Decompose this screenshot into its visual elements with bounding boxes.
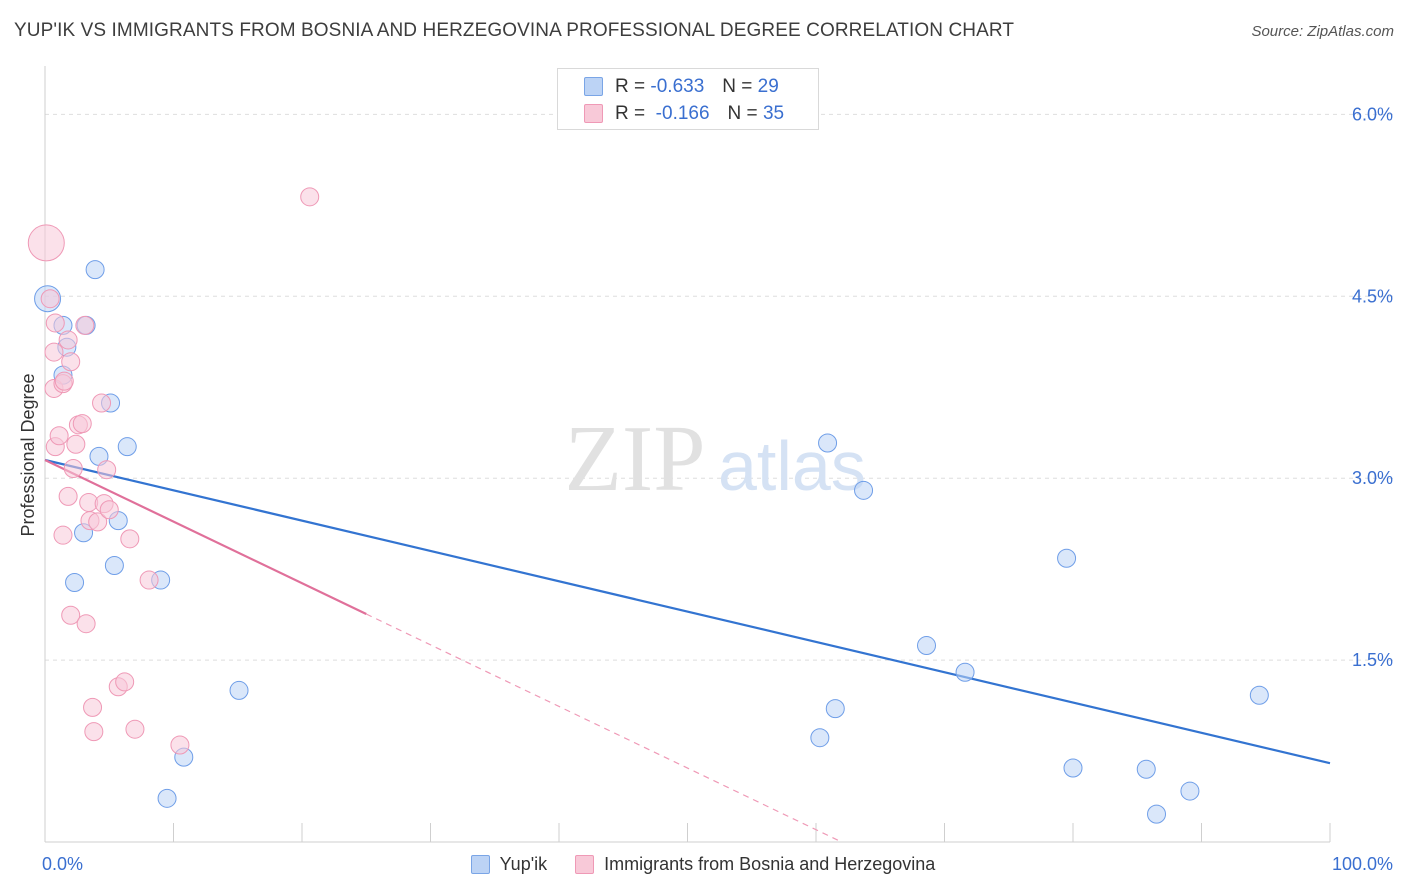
yupik-point — [157, 788, 177, 808]
yupik-point — [104, 556, 124, 576]
bosnia-point — [58, 330, 78, 350]
legend-swatch-yupik — [584, 77, 603, 96]
bosnia-point — [72, 414, 92, 434]
legend-item-yupik: Yup'ik — [470, 853, 548, 875]
legend-row-yupik: R = -0.633 N = 29 — [584, 73, 779, 100]
bosnia-point — [45, 313, 65, 333]
legend-n-label: N = — [727, 102, 758, 124]
yupik-point — [917, 636, 937, 656]
bosnia-point — [92, 393, 112, 413]
bosnia-point — [99, 500, 119, 520]
bosnia-point — [120, 529, 140, 549]
y-tick-label: 6.0% — [1352, 104, 1393, 124]
yupik-point — [85, 260, 105, 280]
bosnia-point — [97, 460, 117, 480]
legend-swatch-bosnia — [584, 104, 603, 123]
yupik-point — [117, 437, 137, 457]
bosnia-point — [44, 342, 64, 362]
watermark: ZIP atlas — [565, 407, 866, 511]
yupik-point — [1063, 758, 1083, 778]
bosnia-trend-extension — [365, 613, 842, 843]
legend-n-value: 29 — [757, 75, 779, 97]
bosnia-point — [84, 722, 104, 742]
bosnia-point — [83, 697, 103, 717]
bosnia-point — [53, 525, 73, 545]
yupik-point — [229, 680, 249, 700]
bosnia-point — [66, 434, 86, 454]
yupik-point — [1180, 781, 1200, 801]
yupik-trend-line — [44, 458, 1331, 765]
watermark-atlas: atlas — [718, 427, 866, 505]
trend-lines — [44, 458, 1331, 843]
yupik-point — [818, 433, 838, 453]
legend-r-label: R = — [615, 75, 646, 97]
bosnia-point — [76, 614, 96, 634]
grid-lines — [45, 113, 1394, 661]
legend-n-label: N = — [722, 75, 753, 97]
legend-n-value: 35 — [762, 102, 785, 124]
yupik-point — [825, 699, 845, 719]
legend-row-bosnia: R = -0.166 N = 35 — [584, 100, 784, 127]
bosnia-point — [170, 735, 190, 755]
bosnia-point — [49, 426, 69, 446]
y-tick-label: 3.0% — [1352, 468, 1393, 488]
yupik-point — [810, 728, 830, 748]
yupik-point — [65, 572, 85, 592]
yupik-point — [1249, 685, 1269, 705]
stats-legend: R = -0.633 N = 29 R = -0.166 N = 35 — [557, 68, 819, 130]
legend-swatch-yupik — [470, 854, 490, 874]
bosnia-point — [88, 512, 108, 532]
legend-swatch-bosnia — [575, 854, 595, 874]
bosnia-point — [61, 352, 81, 372]
bosnia-point — [40, 289, 60, 309]
yupik-point — [1057, 548, 1077, 568]
y-tick-label: 4.5% — [1352, 286, 1393, 306]
tick-labels: 1.5% 3.0% 4.5% 6.0% 0.0% 100.0% — [42, 104, 1393, 874]
axes — [44, 66, 1331, 843]
legend-item-bosnia: Immigrants from Bosnia and Herzegovina — [575, 854, 935, 875]
bosnia-point — [27, 224, 65, 262]
bosnia-point — [125, 719, 145, 739]
legend-label-bosnia: Immigrants from Bosnia and Herzegovina — [604, 853, 936, 874]
x-tick-label: 100.0% — [1332, 854, 1393, 874]
chart-title: YUP'IK VS IMMIGRANTS FROM BOSNIA AND HER… — [14, 20, 1015, 41]
bosnia-point — [139, 570, 159, 590]
yupik-point — [955, 662, 975, 682]
yupik-point — [1147, 804, 1167, 824]
yupik-point — [1136, 759, 1156, 779]
y-axis-label: Professional Degree — [18, 373, 38, 536]
bosnia-point — [61, 605, 81, 625]
bosnia-point — [75, 315, 95, 335]
bosnia-point — [63, 458, 83, 478]
x-tick-label: 0.0% — [42, 854, 83, 874]
legend-label-yupik: Yup'ik — [499, 853, 548, 874]
watermark-zip: ZIP — [565, 407, 706, 511]
legend-r-label: R = — [615, 102, 646, 124]
yupik-point — [854, 480, 874, 500]
legend-r-value: -0.633 — [650, 75, 705, 97]
series-legend: Yup'ik Immigrants from Bosnia and Herzeg… — [0, 852, 1406, 876]
source-label: Source: ZipAtlas.com — [1251, 23, 1394, 40]
data-points — [27, 187, 1269, 824]
y-tick-label: 1.5% — [1352, 650, 1393, 670]
legend-r-value: -0.166 — [655, 102, 710, 124]
bosnia-point — [115, 672, 135, 692]
bosnia-point — [300, 187, 320, 207]
bosnia-point — [54, 371, 74, 391]
bosnia-trend-line — [44, 459, 367, 616]
bosnia-point — [58, 486, 78, 506]
